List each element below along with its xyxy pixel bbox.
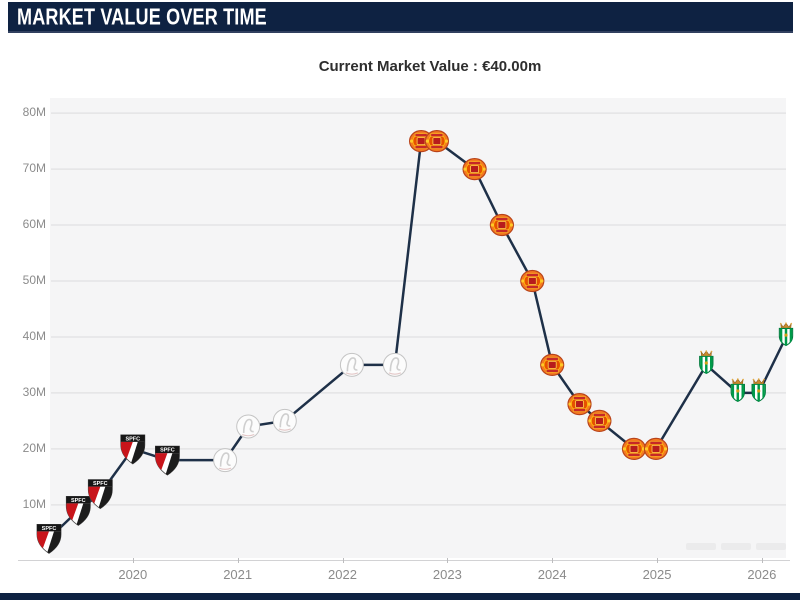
title-bar: MARKET VALUE OVER TIME — [8, 2, 793, 33]
y-tick-label-80M: 80M — [22, 105, 46, 120]
data-point-man-united-20m[interactable] — [643, 437, 669, 460]
bottom-bar — [0, 593, 800, 600]
data-point-man-united-25m[interactable] — [587, 409, 612, 432]
data-point-man-united-70m[interactable] — [462, 157, 487, 181]
data-point-ajax-24m[interactable] — [236, 414, 261, 439]
watermark-mark — [721, 543, 751, 550]
watermark — [686, 543, 786, 550]
svg-text:SPFC: SPFC — [71, 498, 86, 504]
data-point-man-united-20m[interactable] — [621, 437, 647, 460]
data-point-man-united-35m[interactable] — [540, 353, 565, 376]
data-point-sao-paulo-12m[interactable]: SPFC — [87, 479, 113, 510]
svg-text:SPFC: SPFC — [93, 481, 108, 487]
svg-text:SPFC: SPFC — [125, 436, 140, 442]
data-point-man-united-60m[interactable] — [489, 213, 514, 237]
y-tick-label-10M: 10M — [22, 496, 46, 511]
data-point-sao-paulo-9m[interactable]: SPFC — [65, 495, 91, 526]
x-tick-label-2023: 2023 — [432, 567, 462, 582]
current-market-value-label: Current Market Value : €40.00m — [318, 58, 542, 75]
market-value-line — [47, 139, 788, 540]
x-tick-mark — [552, 558, 554, 563]
data-point-real-betis-40m[interactable] — [778, 322, 794, 347]
data-point-man-united-28m[interactable] — [567, 393, 592, 416]
y-tick-label-60M: 60M — [22, 217, 46, 232]
x-tick-mark — [657, 558, 659, 563]
y-tick-label-20M: 20M — [22, 440, 46, 455]
svg-text:SPFC: SPFC — [160, 448, 175, 454]
data-point-sao-paulo-18m[interactable]: SPFC — [155, 445, 180, 476]
y-tick-label-40M: 40M — [22, 328, 46, 343]
data-point-man-united-50m[interactable] — [520, 269, 545, 293]
x-tick-mark — [761, 558, 763, 563]
svg-text:SPFC: SPFC — [42, 526, 57, 532]
chart-svg: SPFC SPFC SPFC SPFC SPFC — [36, 112, 794, 554]
data-point-ajax-35m[interactable] — [382, 352, 407, 377]
watermark-mark — [756, 543, 786, 550]
data-point-man-united-75m[interactable] — [424, 129, 449, 153]
watermark-mark — [686, 543, 716, 550]
x-tick-label-2024: 2024 — [537, 567, 567, 582]
x-tick-mark — [132, 558, 134, 563]
data-point-real-betis-30m[interactable] — [751, 378, 766, 403]
data-point-ajax-25m[interactable] — [272, 408, 297, 433]
x-tick-label-2021: 2021 — [223, 567, 253, 582]
data-point-sao-paulo-4m[interactable]: SPFC — [36, 523, 62, 554]
x-tick-label-2025: 2025 — [642, 567, 672, 582]
x-tick-mark — [447, 558, 449, 563]
data-point-sao-paulo-20m[interactable]: SPFC — [120, 434, 146, 465]
data-point-ajax-35m[interactable] — [339, 352, 364, 377]
page-title: MARKET VALUE OVER TIME — [17, 2, 267, 30]
data-point-real-betis-35m[interactable] — [699, 350, 714, 375]
y-tick-label-70M: 70M — [22, 161, 46, 176]
x-tick-mark — [342, 558, 344, 563]
data-point-ajax-18m[interactable] — [213, 448, 238, 473]
x-axis-line — [18, 560, 790, 561]
x-tick-label-2026: 2026 — [747, 567, 777, 582]
x-tick-label-2020: 2020 — [118, 567, 148, 582]
y-tick-label-50M: 50M — [22, 272, 46, 287]
x-tick-label-2022: 2022 — [328, 567, 357, 582]
x-tick-mark — [237, 558, 239, 563]
data-point-real-betis-30m[interactable] — [730, 378, 745, 403]
y-tick-label-30M: 30M — [22, 384, 46, 399]
